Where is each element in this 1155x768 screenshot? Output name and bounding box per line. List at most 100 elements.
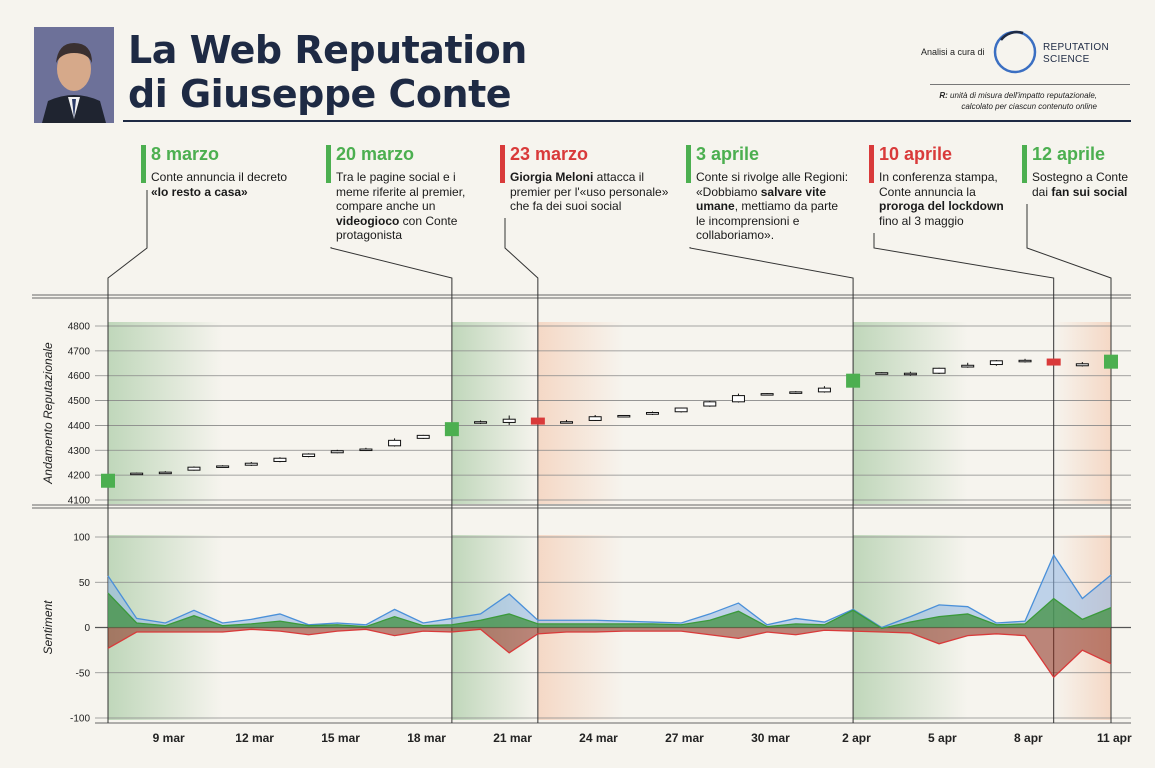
reputation-axis-label: Andamento Reputazionale bbox=[41, 342, 55, 485]
y-tick-label: 4500 bbox=[68, 396, 91, 407]
candle-body bbox=[760, 393, 774, 396]
x-tick-label: 12 mar bbox=[235, 731, 274, 745]
event-2: 23 marzo Giorgia Meloni attacca il premier… bbox=[500, 144, 669, 214]
event-marker-bar bbox=[141, 145, 146, 183]
event-description: Conte si rivolge alle Regioni: «Dobbiamo … bbox=[696, 170, 849, 242]
x-tick-label: 9 mar bbox=[153, 731, 185, 745]
candle-body bbox=[789, 391, 803, 394]
y-tick-label: 4300 bbox=[68, 446, 91, 457]
x-tick-label: 21 mar bbox=[493, 731, 532, 745]
highlight-candle bbox=[444, 422, 459, 437]
sentiment-positive-area bbox=[108, 593, 1111, 629]
highlight-band-top bbox=[853, 322, 968, 504]
event-leader-line bbox=[330, 247, 453, 723]
conte-portrait bbox=[34, 27, 114, 123]
y-tick-label: 4600 bbox=[68, 371, 91, 382]
candle-body bbox=[731, 395, 745, 403]
candle-body bbox=[330, 450, 344, 454]
candle-body bbox=[961, 364, 975, 368]
event-3: 3 aprile Conte si rivolge alle Regioni: «D… bbox=[686, 144, 849, 243]
highlight-band-top bbox=[451, 322, 538, 504]
brand-line-1: REPUTATION bbox=[1043, 42, 1109, 53]
candle-body bbox=[502, 418, 516, 423]
event-0: 8 marzo Conte annuncia il decreto «Io rest… bbox=[141, 144, 288, 199]
y-tick-label: 4700 bbox=[68, 346, 91, 357]
candle-body bbox=[187, 466, 201, 471]
event-description: In conferenza stampa, Conte annuncia la pr… bbox=[879, 170, 1004, 228]
candle-body bbox=[416, 434, 430, 439]
y-tick-label: 4200 bbox=[68, 471, 91, 482]
event-marker-bar bbox=[326, 145, 331, 183]
event-date: 8 marzo bbox=[151, 144, 220, 164]
highlight-candle bbox=[1104, 354, 1118, 369]
candle-body bbox=[158, 471, 172, 475]
x-tick-label: 18 mar bbox=[407, 731, 446, 745]
event-4: 10 aprile In conferenza stampa, Conte annu… bbox=[869, 144, 1004, 228]
unit-note: R: unità di misura dell'impatto reputazi… bbox=[877, 90, 1097, 112]
y-tick-label: 4400 bbox=[68, 421, 91, 432]
brand-line-2: SCIENCE bbox=[1043, 54, 1090, 65]
candle-body bbox=[359, 448, 373, 452]
event-5: 12 aprile Sostegno a Conte dai fan sui soc… bbox=[1022, 144, 1129, 199]
event-date: 20 marzo bbox=[336, 144, 415, 164]
highlight-band-top bbox=[1053, 322, 1111, 504]
candle-body bbox=[617, 414, 631, 418]
highlight-candle bbox=[101, 473, 115, 488]
event-leader-line bbox=[504, 218, 539, 723]
x-tick-label: 5 apr bbox=[928, 731, 957, 745]
candle-body bbox=[989, 360, 1003, 366]
event-date: 3 aprile bbox=[696, 144, 760, 164]
candle-body bbox=[932, 367, 946, 374]
highlight-band-top bbox=[108, 322, 223, 504]
x-tick-label: 11 apr bbox=[1097, 731, 1132, 745]
event-leader-line bbox=[689, 247, 854, 723]
page-title: La Web Reputation di Giuseppe Conte bbox=[128, 28, 527, 116]
event-marker-bar bbox=[500, 145, 505, 183]
highlight-candle bbox=[1046, 358, 1061, 366]
sentiment-positive-line bbox=[107, 592, 1112, 630]
candle-body bbox=[703, 401, 717, 407]
reputation-science-logo-icon bbox=[993, 30, 1037, 74]
candle-body bbox=[674, 407, 688, 413]
highlight-candle bbox=[530, 417, 545, 425]
event-description: Sostegno a Conte dai fan sui social bbox=[1032, 170, 1129, 199]
x-tick-label: 8 apr bbox=[1014, 731, 1043, 745]
y-tick-label: 100 bbox=[73, 533, 90, 544]
highlight-band-top bbox=[537, 322, 624, 504]
sentiment-negative-line bbox=[107, 628, 1112, 679]
candle-body bbox=[302, 453, 316, 457]
event-leader-line bbox=[873, 233, 1055, 723]
event-description: Conte annuncia il decreto «Io resto a cas… bbox=[151, 170, 288, 199]
y-tick-label: 4100 bbox=[68, 496, 91, 507]
sentiment-negative-area bbox=[108, 627, 1111, 678]
event-1: 20 marzo Tra le pagine social e i meme rif… bbox=[326, 144, 466, 243]
title-line-2: di Giuseppe Conte bbox=[128, 72, 512, 116]
candle-body bbox=[216, 465, 230, 468]
x-tick-label: 27 mar bbox=[665, 731, 704, 745]
top-divider bbox=[123, 120, 1131, 122]
event-marker-bar bbox=[686, 145, 691, 183]
brand-name: REPUTATION SCIENCE bbox=[1043, 42, 1109, 66]
candle-body bbox=[645, 412, 659, 415]
unit-note-prefix: R: bbox=[939, 91, 948, 100]
event-description: Giorgia Meloni attacca il premier per l'«… bbox=[510, 170, 669, 213]
x-tick-label: 30 mar bbox=[751, 731, 790, 745]
x-tick-label: 2 apr bbox=[842, 731, 871, 745]
candle-body bbox=[817, 387, 831, 393]
event-description: Tra le pagine social e i meme riferite al… bbox=[336, 170, 466, 242]
candle-body bbox=[273, 457, 287, 462]
x-tick-label: 24 mar bbox=[579, 731, 618, 745]
unit-note-line-2: calcolato per ciascun contenuto online bbox=[961, 102, 1097, 111]
event-date: 10 aprile bbox=[879, 144, 953, 164]
event-marker-bar bbox=[869, 145, 874, 183]
candle-body bbox=[560, 421, 574, 424]
y-tick-label: -50 bbox=[76, 668, 91, 679]
unit-note-line-1: unità di misura dell'impatto reputaziona… bbox=[950, 91, 1097, 100]
x-tick-label: 15 mar bbox=[321, 731, 360, 745]
candle-body bbox=[903, 372, 917, 376]
event-date: 23 marzo bbox=[510, 144, 589, 164]
y-tick-label: 50 bbox=[79, 578, 91, 589]
highlight-candle bbox=[846, 373, 861, 388]
candle-body bbox=[388, 439, 402, 447]
